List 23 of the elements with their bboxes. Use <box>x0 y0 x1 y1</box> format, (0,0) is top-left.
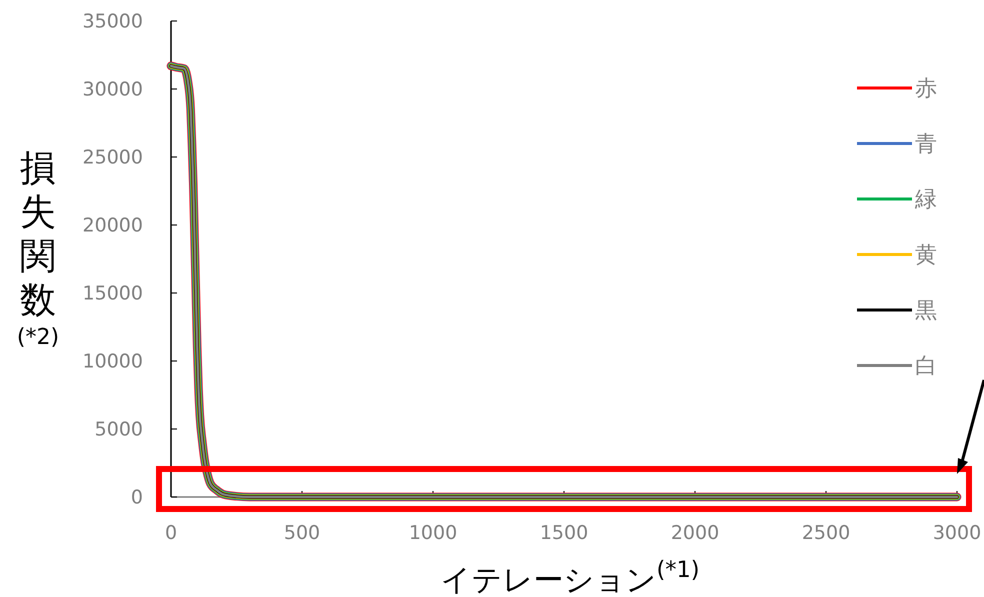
y-tick-label: 35000 <box>82 10 143 33</box>
y-tick-label: 10000 <box>82 350 143 373</box>
legend-label: 青 <box>915 132 937 158</box>
y-tick-label: 15000 <box>82 282 143 305</box>
x-tick-label: 1000 <box>408 522 458 544</box>
x-tick-label: 500 <box>284 522 320 544</box>
legend-label: 白 <box>915 354 937 380</box>
x-axis-title: イテレーション$^{(*1)}$ <box>440 557 700 597</box>
y-tick-label: 5000 <box>94 418 143 441</box>
x-tick-label: 2500 <box>802 522 850 544</box>
y-tick-label: 25000 <box>82 146 143 169</box>
x-tick-label: 0 <box>164 522 178 544</box>
x-tick-label: 3000 <box>932 522 982 544</box>
x-tick-label: 2000 <box>670 522 720 544</box>
y-tick-label: 20000 <box>82 214 143 237</box>
y-axis-title: 損失関数(*2) <box>16 148 60 350</box>
legend-label: 緑 <box>914 188 937 213</box>
y-tick-label: 0 <box>130 486 143 509</box>
legend-label: 黒 <box>915 298 937 324</box>
legend-label: 赤 <box>915 76 937 102</box>
y-tick-label: 30000 <box>82 78 143 101</box>
x-tick-label: 1500 <box>540 522 588 544</box>
legend-label: 黄 <box>915 243 937 268</box>
